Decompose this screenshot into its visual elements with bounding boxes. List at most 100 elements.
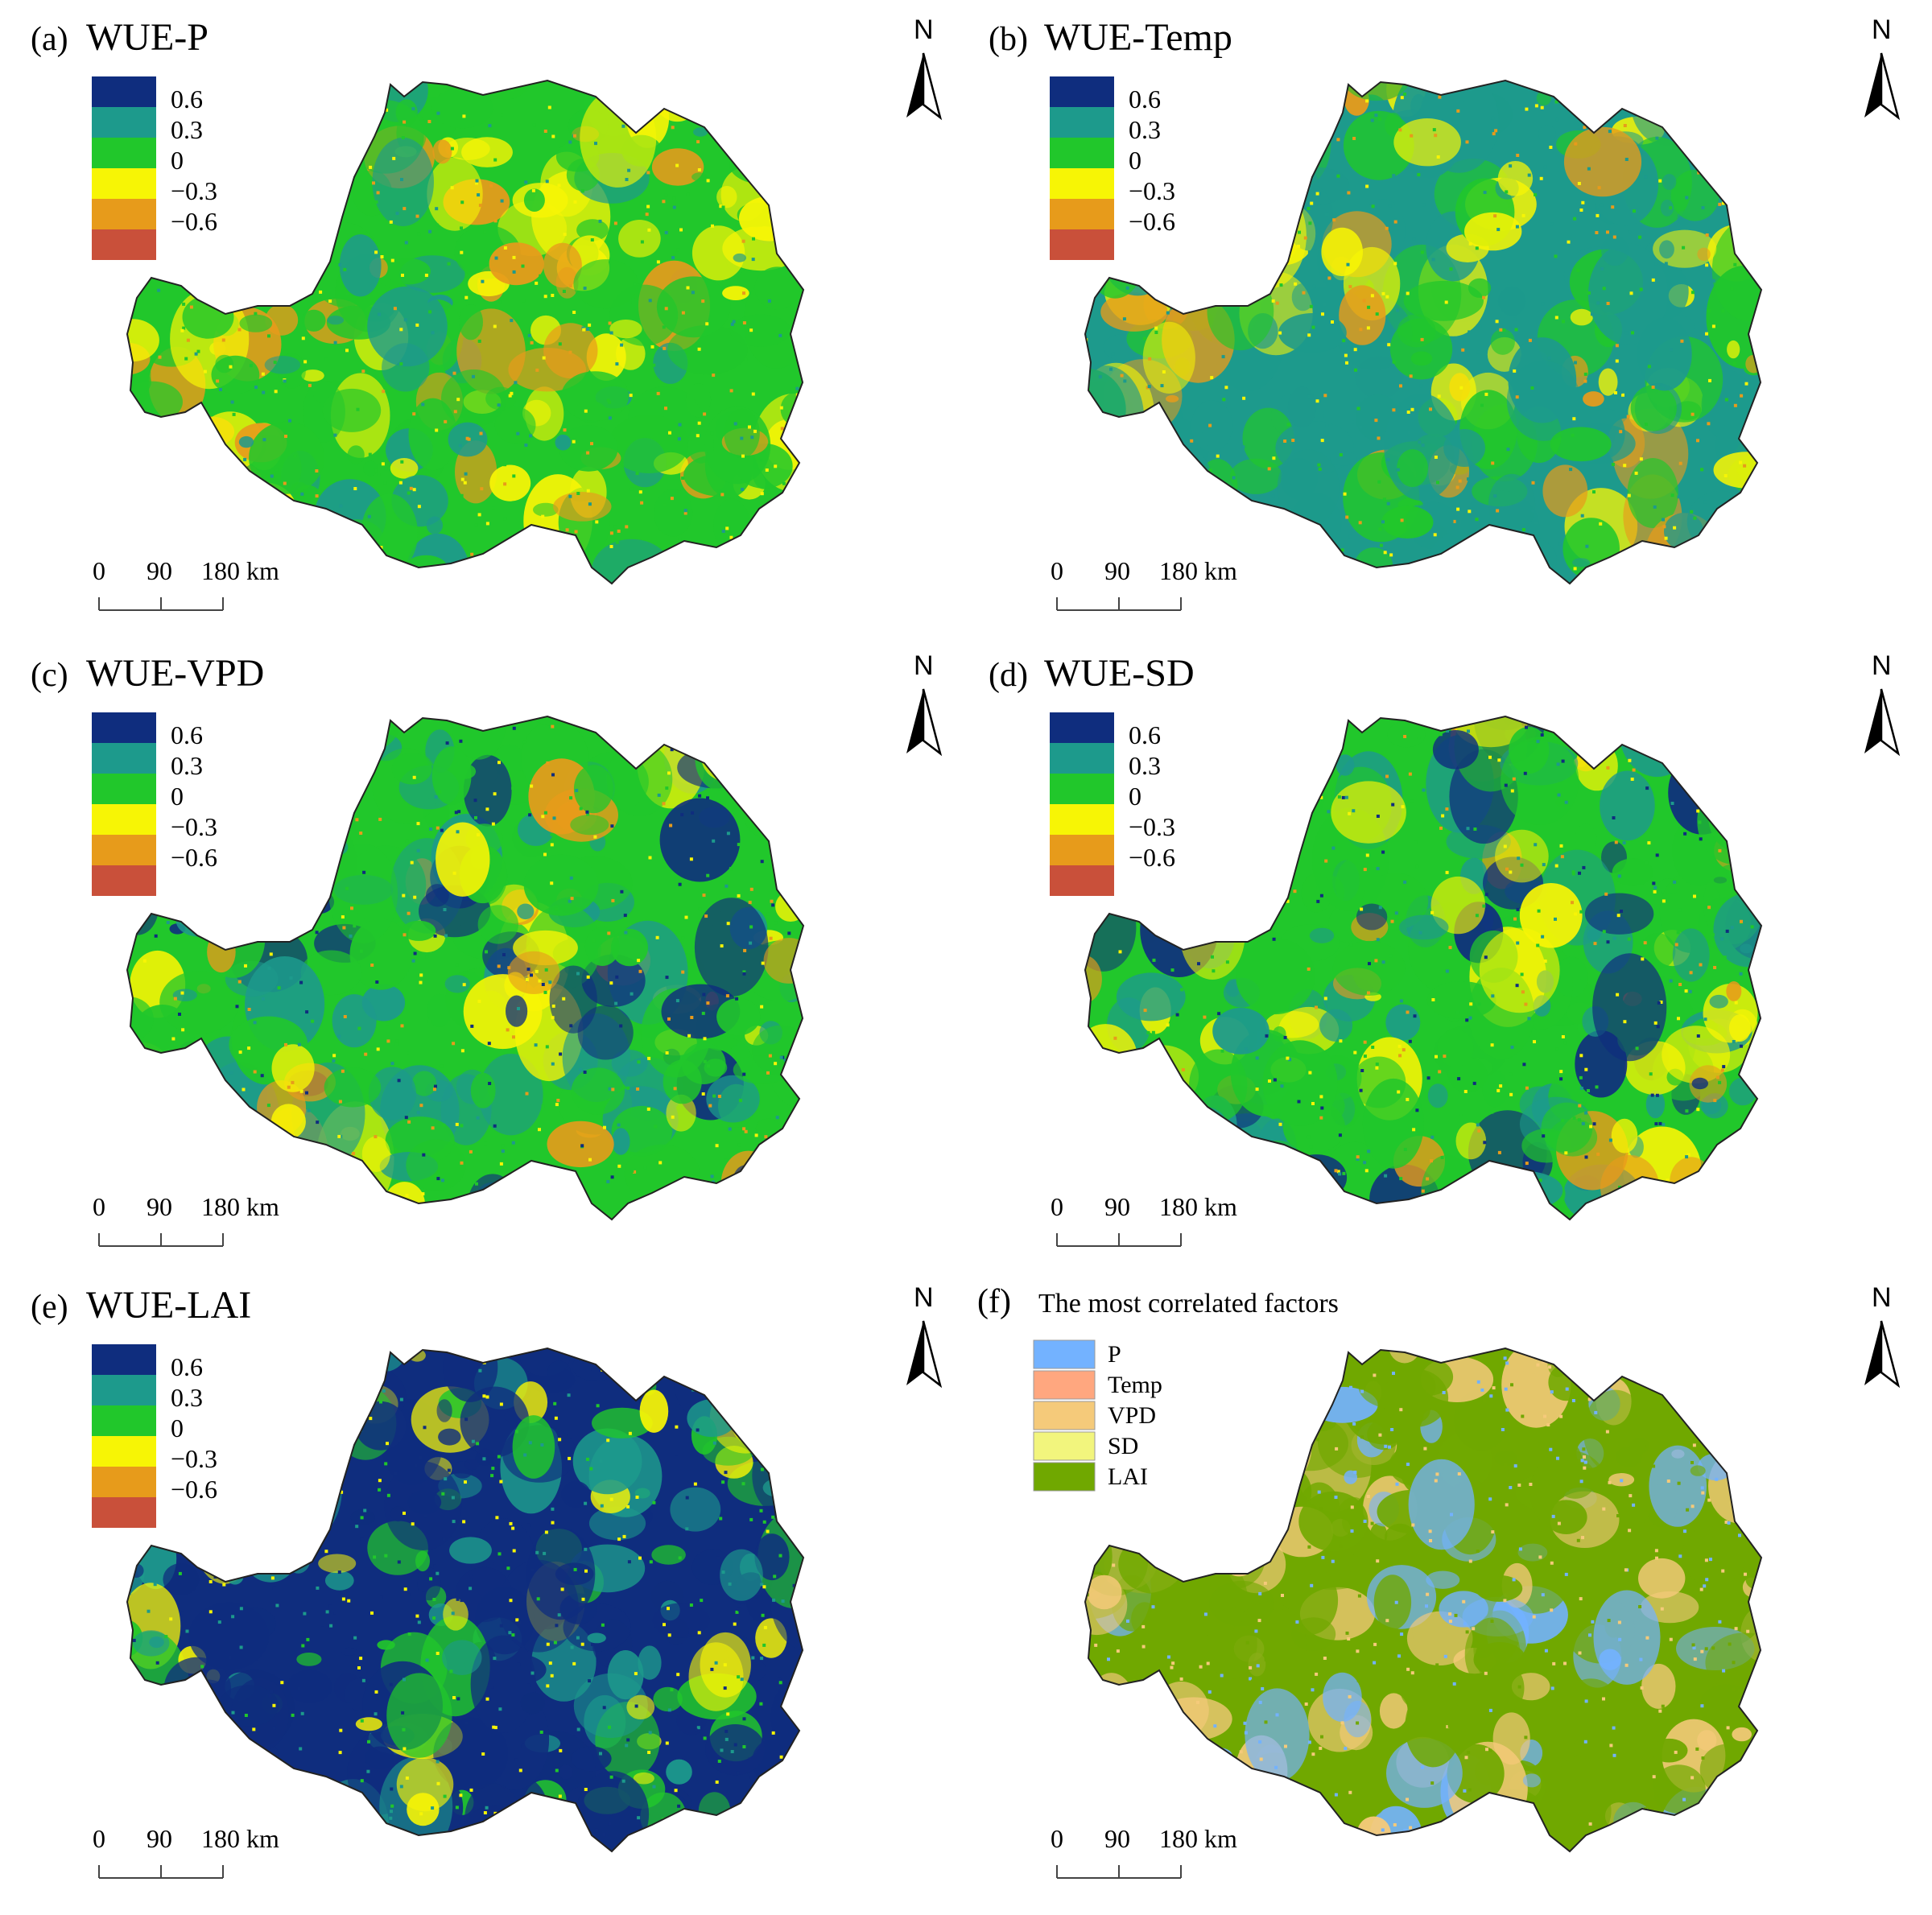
speckle (165, 731, 168, 735)
speckle (1197, 962, 1200, 966)
speckle (1146, 456, 1150, 460)
speckle (503, 482, 507, 486)
speckle (151, 1535, 155, 1539)
speckle (1291, 761, 1294, 765)
scale-label: 90 (1104, 1824, 1130, 1853)
speckle (339, 504, 343, 508)
legend-label: LAI (1108, 1463, 1148, 1490)
speckle (664, 307, 668, 311)
speckle (406, 1051, 410, 1055)
patch (611, 1128, 630, 1155)
speckle (670, 748, 674, 752)
speckle (1410, 407, 1414, 411)
speckle (744, 1129, 748, 1133)
speckle (1345, 361, 1348, 365)
speckle (1382, 1541, 1386, 1545)
speckle (1576, 1538, 1580, 1542)
speckle (1238, 1545, 1242, 1549)
patch (323, 108, 346, 137)
patch (1637, 317, 1692, 391)
patch (217, 291, 241, 309)
speckle (1493, 214, 1497, 218)
speckle (1517, 76, 1520, 80)
speckle (1399, 1177, 1403, 1181)
speckle (638, 1556, 642, 1560)
speckle (410, 861, 414, 865)
speckle (1199, 506, 1203, 510)
patch (1688, 733, 1738, 766)
patch (1645, 1711, 1659, 1727)
legend-swatch (1050, 804, 1114, 835)
speckle (1290, 1464, 1294, 1468)
speckle (548, 1661, 552, 1665)
speckle (1091, 910, 1095, 914)
patch (302, 309, 326, 332)
legend-swatch (1050, 168, 1114, 199)
patch (288, 153, 309, 180)
speckle (759, 731, 763, 734)
speckle (1418, 931, 1422, 935)
speckle (518, 1768, 522, 1773)
speckle (1353, 1471, 1357, 1474)
speckle (1406, 1097, 1410, 1101)
speckle (772, 1598, 776, 1602)
speckle (1515, 984, 1519, 988)
patch (573, 765, 613, 814)
speckle (1662, 899, 1666, 903)
legend-tick: −0.3 (171, 176, 217, 205)
patch (185, 414, 205, 424)
speckle (1382, 497, 1386, 501)
speckle (1554, 100, 1558, 104)
speckle (1579, 1087, 1583, 1090)
speckle (667, 771, 671, 775)
speckle (685, 1496, 689, 1500)
speckle (1652, 734, 1656, 738)
speckle (507, 966, 511, 970)
speckle (1179, 1147, 1183, 1151)
speckle (1632, 768, 1636, 772)
speckle (1700, 1486, 1704, 1490)
patch (131, 1082, 158, 1111)
scale-label: 90 (147, 556, 172, 585)
speckle (1412, 80, 1416, 83)
patch (406, 1139, 466, 1191)
speckle (296, 199, 300, 203)
speckle (1417, 736, 1421, 740)
speckle (1638, 235, 1642, 239)
speckle (499, 1402, 503, 1406)
speckle (543, 811, 547, 815)
patch (1458, 80, 1472, 81)
patch (1598, 368, 1618, 396)
speckle (320, 114, 324, 118)
speckle (1145, 1761, 1149, 1765)
speckle (380, 255, 384, 258)
patch (1475, 1575, 1523, 1602)
speckle (1707, 308, 1711, 312)
speckle (316, 1586, 320, 1590)
speckle (1412, 237, 1416, 241)
patch (1695, 1392, 1745, 1442)
speckle (253, 262, 257, 266)
speckle (1081, 1715, 1084, 1718)
speckle (412, 775, 416, 779)
speckle (1309, 304, 1313, 308)
patch (431, 88, 493, 129)
speckle (754, 1133, 758, 1137)
speckle (1475, 246, 1479, 250)
speckle (1578, 1104, 1582, 1108)
speckle (320, 77, 324, 80)
speckle (1292, 1454, 1296, 1457)
speckle (672, 205, 676, 209)
speckle (145, 475, 149, 479)
speckle (680, 813, 684, 817)
speckle (230, 400, 234, 404)
speckle (635, 472, 639, 476)
scale-label: 90 (1104, 556, 1130, 585)
patch (1408, 1459, 1475, 1550)
speckle (813, 1529, 816, 1533)
speckle (558, 1438, 562, 1442)
speckle (398, 481, 402, 485)
speckle (429, 1577, 433, 1581)
speckle (1250, 283, 1254, 287)
speckle (235, 1005, 239, 1009)
